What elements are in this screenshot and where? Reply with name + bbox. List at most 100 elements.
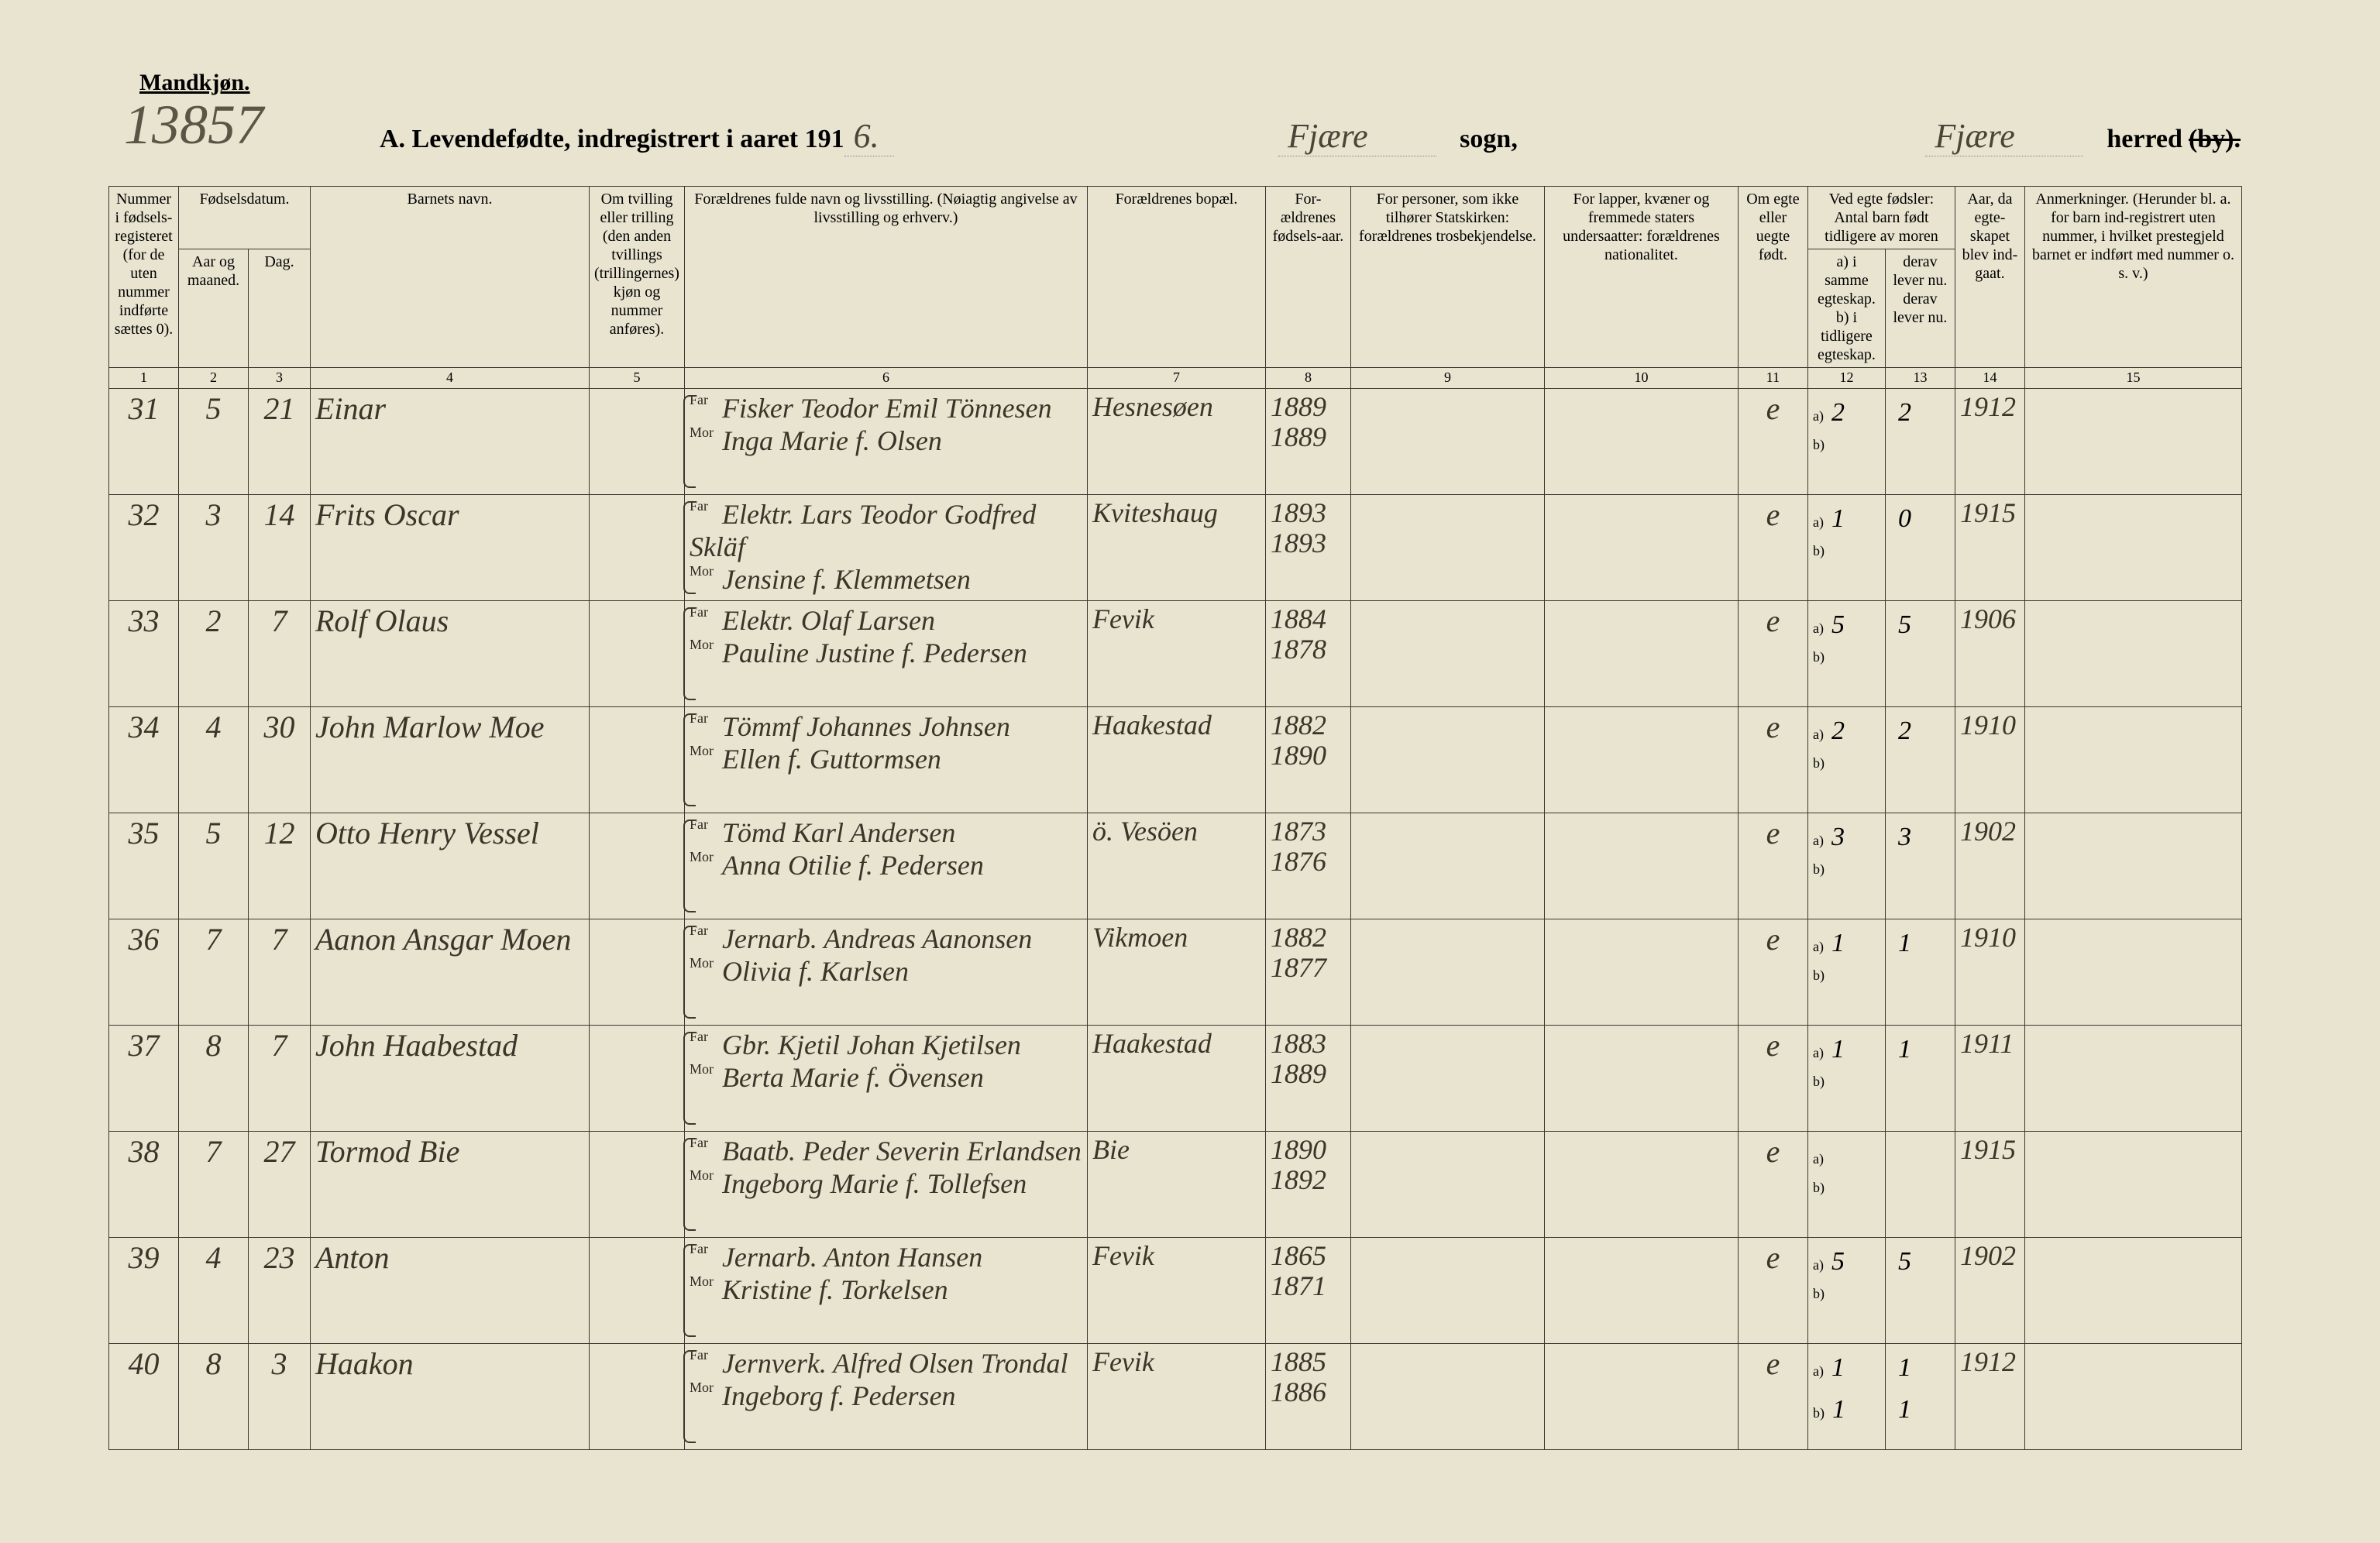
cell-parents: FarJernarb. Anton HansenMorKristine f. T… <box>684 1237 1087 1343</box>
father-name: Tömd Karl Andersen <box>722 817 955 848</box>
cell-bopel: Fevik <box>1087 1237 1265 1343</box>
cell-month: 2 <box>179 600 249 706</box>
cell-children-born: a)2b) <box>1807 388 1885 494</box>
cell-egte: e <box>1738 600 1807 706</box>
colnum: 11 <box>1738 368 1807 389</box>
colnum: 5 <box>590 368 685 389</box>
cell-day: 14 <box>249 494 311 600</box>
col-11-header: Om egte eller uegte født. <box>1738 187 1807 368</box>
table-row: 34430John Marlow MoeFarTömmf Johannes Jo… <box>109 706 2242 813</box>
cell-nationality <box>1544 706 1738 813</box>
cell-twin <box>590 494 685 600</box>
cell-marriage-year: 1911 <box>1955 1025 2024 1131</box>
cell-parents: FarBaatb. Peder Severin ErlandsenMorInge… <box>684 1131 1087 1237</box>
cell-parents: FarFisker Teodor Emil TönnesenMorInga Ma… <box>684 388 1087 494</box>
cell-birth-years: 18851886 <box>1265 1343 1350 1449</box>
table-row: 3677Aanon Ansgar MoenFarJernarb. Andreas… <box>109 919 2242 1025</box>
cell-twin <box>590 1025 685 1131</box>
father-name: Gbr. Kjetil Johan Kjetilsen <box>722 1029 1021 1060</box>
col-12b-header: derav lever nu. derav lever nu. <box>1885 249 1955 368</box>
colnum: 14 <box>1955 368 2024 389</box>
cell-remarks <box>2024 388 2241 494</box>
cell-remarks <box>2024 706 2241 813</box>
mother-name: Anna Otilie f. Pedersen <box>722 850 984 881</box>
cell-children-living: 1 <box>1885 919 1955 1025</box>
colnum: 2 <box>179 368 249 389</box>
colnum: 12 <box>1807 368 1885 389</box>
mother-name: Ingeborg Marie f. Tollefsen <box>722 1168 1027 1199</box>
cell-bopel: ö. Vesöen <box>1087 813 1265 919</box>
cell-bopel: Fevik <box>1087 1343 1265 1449</box>
cell-remarks <box>2024 600 2241 706</box>
cell-egte: e <box>1738 919 1807 1025</box>
cell-marriage-year: 1910 <box>1955 706 2024 813</box>
cell-marriage-year: 1906 <box>1955 600 2024 706</box>
cell-remarks <box>2024 813 2241 919</box>
cell-religion <box>1350 494 1544 600</box>
col-1-header: Nummer i fødsels-registeret (for de uten… <box>109 187 179 368</box>
cell-month: 4 <box>179 1237 249 1343</box>
col-15-header: Anmerkninger. (Herunder bl. a. for barn … <box>2024 187 2241 368</box>
colnum: 1 <box>109 368 179 389</box>
cell-children-living: 5 <box>1885 600 1955 706</box>
archive-number: 13857 <box>124 93 263 157</box>
cell-birth-years: 18831889 <box>1265 1025 1350 1131</box>
cell-twin <box>590 1237 685 1343</box>
cell-parents: FarTömd Karl AndersenMorAnna Otilie f. P… <box>684 813 1087 919</box>
register-table: Nummer i fødsels-registeret (for de uten… <box>108 186 2242 1450</box>
cell-egte: e <box>1738 388 1807 494</box>
table-header: Nummer i fødsels-registeret (for de uten… <box>109 187 2242 389</box>
cell-egte: e <box>1738 1343 1807 1449</box>
sogn-value: Fjære <box>1278 116 1436 156</box>
cell-religion <box>1350 388 1544 494</box>
cell-month: 5 <box>179 388 249 494</box>
cell-marriage-year: 1902 <box>1955 1237 2024 1343</box>
table-row: 32314Frits OscarFarElektr. Lars Teodor G… <box>109 494 2242 600</box>
cell-parents: FarTömmf Johannes JohnsenMorEllen f. Gut… <box>684 706 1087 813</box>
cell-month: 4 <box>179 706 249 813</box>
cell-day: 3 <box>249 1343 311 1449</box>
cell-twin <box>590 919 685 1025</box>
col-9-header: For personer, som ikke tilhører Statskir… <box>1350 187 1544 368</box>
cell-remarks <box>2024 919 2241 1025</box>
cell-twin <box>590 1131 685 1237</box>
cell-nationality <box>1544 1343 1738 1449</box>
table-row: 35512Otto Henry VesselFarTömd Karl Ander… <box>109 813 2242 919</box>
cell-religion <box>1350 1025 1544 1131</box>
cell-children-living: 2 <box>1885 388 1955 494</box>
cell-num: 34 <box>109 706 179 813</box>
cell-children-born: a)5b) <box>1807 600 1885 706</box>
col-5-header: Om tvilling eller trilling (den anden tv… <box>590 187 685 368</box>
col-12-group-header: Ved egte fødsler: Antal barn født tidlig… <box>1807 187 1955 249</box>
col-4-header: Barnets navn. <box>311 187 590 368</box>
cell-nationality <box>1544 1025 1738 1131</box>
father-name: Tömmf Johannes Johnsen <box>722 711 1010 742</box>
mother-name: Ellen f. Guttormsen <box>722 744 941 775</box>
cell-day: 23 <box>249 1237 311 1343</box>
colnum: 8 <box>1265 368 1350 389</box>
col-2a-header: Aar og maaned. <box>179 249 249 368</box>
cell-children-living: 3 <box>1885 813 1955 919</box>
cell-month: 7 <box>179 919 249 1025</box>
colnum: 13 <box>1885 368 1955 389</box>
cell-religion <box>1350 1343 1544 1449</box>
cell-religion <box>1350 706 1544 813</box>
mother-name: Pauline Justine f. Pedersen <box>722 637 1027 668</box>
cell-month: 3 <box>179 494 249 600</box>
col-10-header: For lapper, kvæner og fremmede staters u… <box>1544 187 1738 368</box>
cell-egte: e <box>1738 494 1807 600</box>
cell-religion <box>1350 1131 1544 1237</box>
mother-name: Olivia f. Karlsen <box>722 956 909 987</box>
cell-num: 40 <box>109 1343 179 1449</box>
father-name: Elektr. Olaf Larsen <box>722 605 935 636</box>
father-name: Jernarb. Anton Hansen <box>722 1242 982 1273</box>
father-name: Fisker Teodor Emil Tönnesen <box>722 393 1052 424</box>
year-suffix: 6. <box>844 116 894 156</box>
cell-egte: e <box>1738 1131 1807 1237</box>
cell-children-born: a)5b) <box>1807 1237 1885 1343</box>
cell-child-name: Otto Henry Vessel <box>311 813 590 919</box>
cell-birth-years: 18821877 <box>1265 919 1350 1025</box>
table-row: 31521EinarFarFisker Teodor Emil Tönnesen… <box>109 388 2242 494</box>
cell-children-born: a)2b) <box>1807 706 1885 813</box>
colnum: 4 <box>311 368 590 389</box>
